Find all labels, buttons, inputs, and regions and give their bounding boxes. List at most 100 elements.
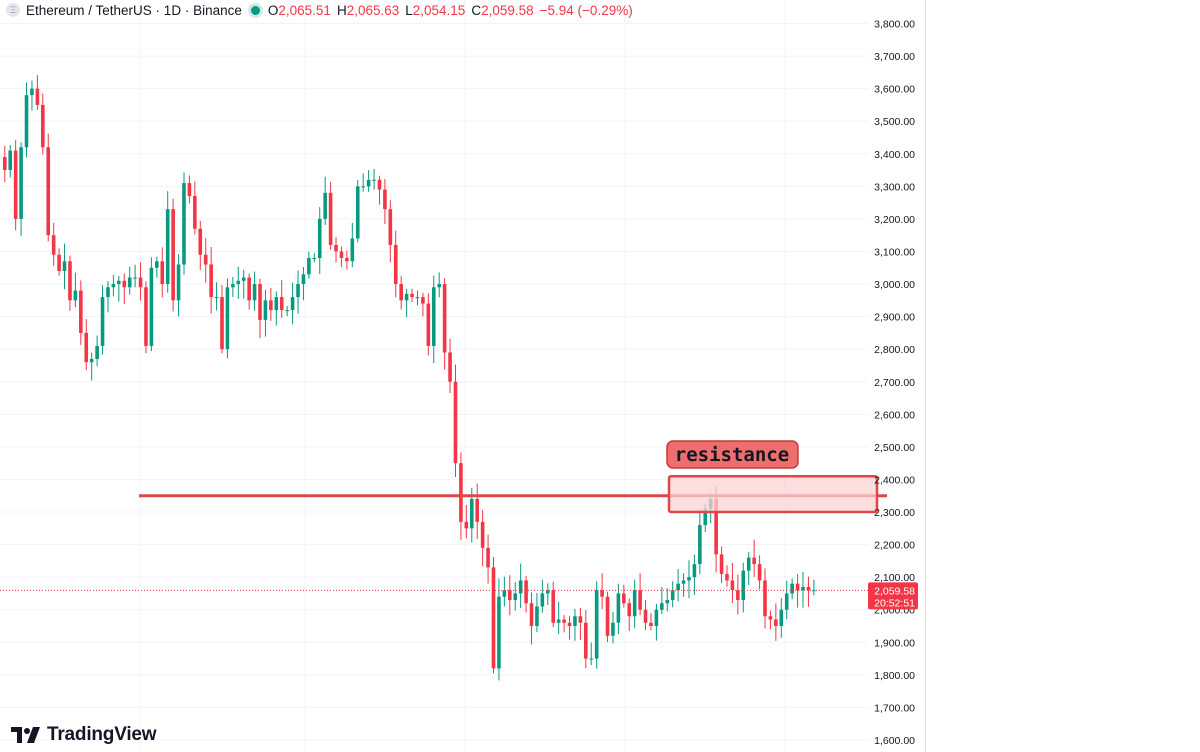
candle-body <box>138 277 143 288</box>
candle <box>611 611 615 644</box>
candle-body <box>584 622 588 659</box>
candle <box>698 509 702 575</box>
candle <box>312 252 317 263</box>
candle-body <box>632 590 637 617</box>
tradingview-logo-icon <box>11 727 40 743</box>
candle-body <box>431 287 436 346</box>
candle <box>725 565 729 587</box>
candle-body <box>182 183 186 265</box>
tradingview-brand[interactable]: TradingView <box>11 724 157 746</box>
candle <box>437 272 441 298</box>
candle-body <box>551 590 556 623</box>
close-label: C <box>471 2 482 18</box>
symbol-legend: Ξ Ethereum / TetherUS · 1D · Binance O 2… <box>6 1 633 19</box>
candle <box>41 93 45 155</box>
candle-body <box>144 287 148 346</box>
candle <box>328 181 333 250</box>
candle <box>507 575 512 616</box>
candle <box>220 285 224 354</box>
candle <box>317 207 322 275</box>
price-tick-label: 1,700.00 <box>874 702 915 714</box>
candle <box>551 581 556 627</box>
candle-body <box>616 593 621 623</box>
candle-body <box>160 261 165 285</box>
candle <box>812 579 816 596</box>
candle <box>486 534 490 584</box>
candle <box>296 270 300 314</box>
brand-name: TradingView <box>47 724 157 745</box>
candle-body <box>13 150 18 219</box>
candle <box>535 592 539 633</box>
candle-body <box>676 583 680 591</box>
symbol-title[interactable]: Ethereum / TetherUS · 1D · Binance <box>26 2 242 18</box>
price-tick-label: 2,800.00 <box>874 344 915 356</box>
candle <box>730 563 735 604</box>
candle-body <box>736 590 740 600</box>
candle <box>676 569 680 602</box>
candle-body <box>649 622 653 627</box>
candle <box>616 583 621 635</box>
candle-body <box>8 150 13 171</box>
candle-body <box>198 228 203 255</box>
candle <box>345 250 349 270</box>
candle <box>187 175 192 204</box>
candle-body <box>361 186 365 188</box>
candle <box>301 266 306 301</box>
candle-body <box>415 297 420 299</box>
candle <box>578 607 583 640</box>
candle <box>149 257 154 352</box>
candle-body <box>670 590 675 600</box>
candle <box>448 338 452 393</box>
candle-body <box>127 277 132 288</box>
candle-body <box>214 297 219 299</box>
candle-body <box>573 616 577 627</box>
candle <box>719 546 724 583</box>
price-tick-label: 1,800.00 <box>874 670 915 682</box>
candle-body <box>459 463 463 522</box>
candle <box>464 504 469 539</box>
candle-body <box>328 192 333 245</box>
candle-body <box>725 573 729 581</box>
candle <box>307 251 311 279</box>
drawings[interactable]: resistance <box>0 440 887 591</box>
price-tick-label: 2,100.00 <box>874 572 915 584</box>
candle <box>252 271 257 311</box>
candle <box>627 598 632 632</box>
candle-body <box>117 280 121 285</box>
candle-body <box>19 147 23 219</box>
candle <box>638 573 642 616</box>
candle-body <box>507 590 512 600</box>
candle-body <box>790 583 794 594</box>
candle-body <box>258 284 262 320</box>
open-label: O <box>267 2 279 18</box>
candle-body <box>193 196 197 229</box>
candle <box>334 236 338 263</box>
candle <box>377 175 382 205</box>
candle <box>372 168 376 190</box>
candle <box>790 578 794 600</box>
candle-body <box>703 508 708 526</box>
candle-body <box>290 297 295 311</box>
price-axis[interactable]: 3,800.00 3,700.00 3,600.00 3,500.00 3,400.00… <box>868 19 918 748</box>
candle-body <box>209 264 213 298</box>
candle-body <box>768 616 773 620</box>
candle-body <box>605 596 610 636</box>
candle-body <box>600 590 604 597</box>
candle <box>8 144 13 178</box>
candle <box>106 281 110 313</box>
candle <box>692 554 697 595</box>
candle-body <box>149 267 154 346</box>
candle-body <box>122 280 127 288</box>
candle <box>290 282 295 325</box>
candle-body <box>388 209 393 245</box>
candle-body <box>46 147 51 236</box>
candle <box>426 293 431 356</box>
candle <box>622 584 626 608</box>
candle-body <box>399 284 403 301</box>
candle-body <box>464 521 469 529</box>
candle-body <box>236 280 241 285</box>
candle <box>388 200 393 263</box>
close-value: 2,059.58 <box>481 2 534 18</box>
candle-body <box>578 616 583 623</box>
